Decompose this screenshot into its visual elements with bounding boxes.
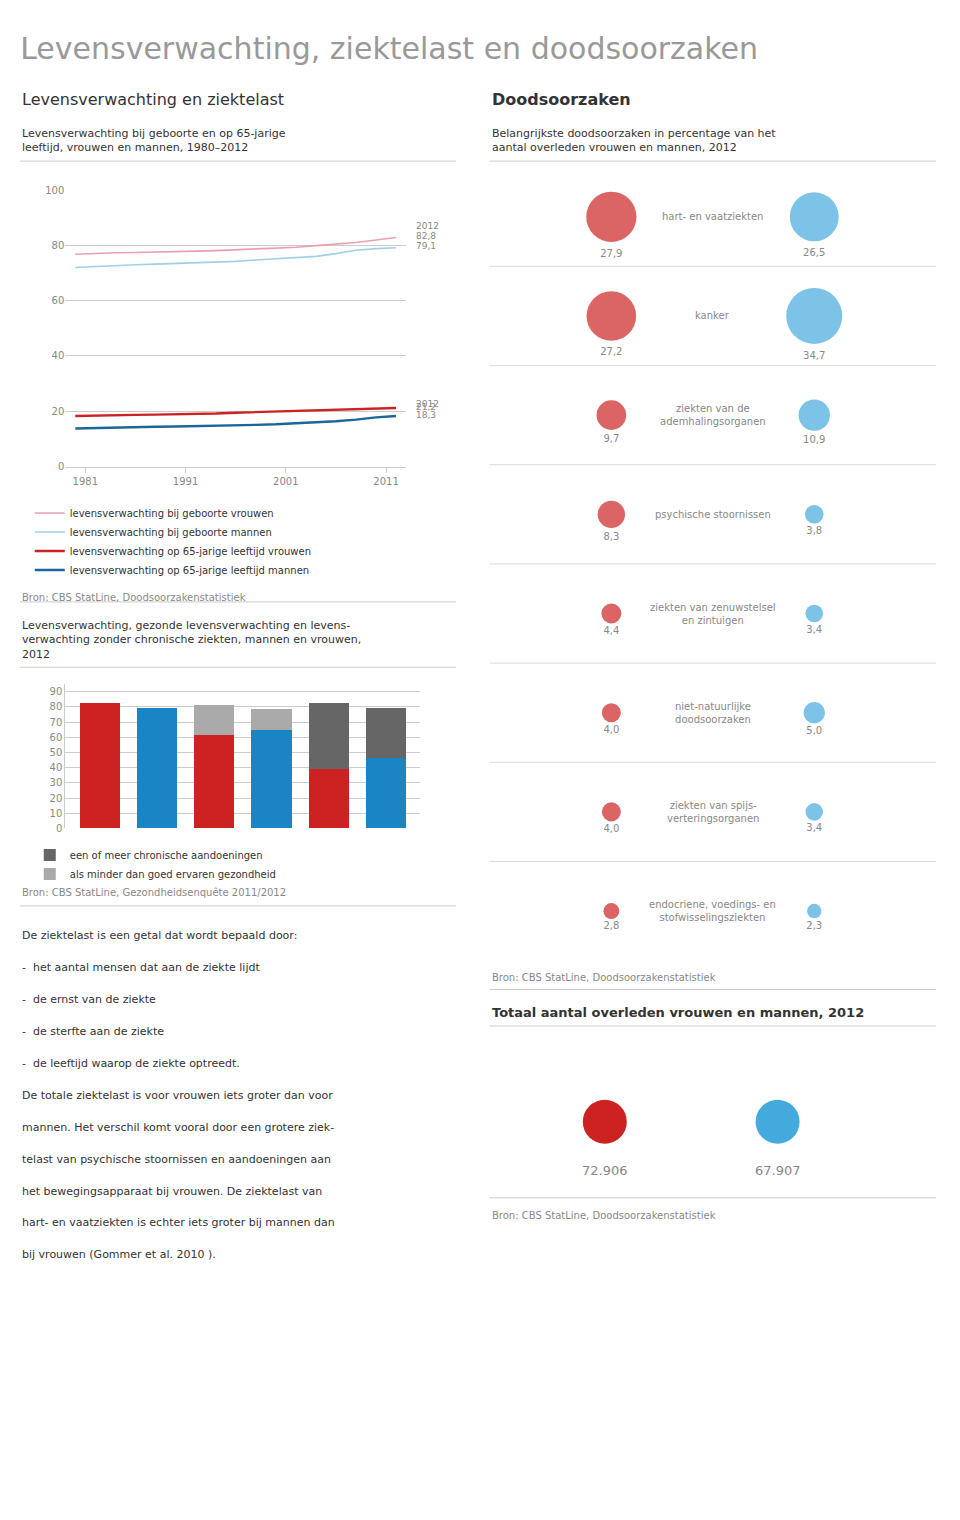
svg-text:30: 30 xyxy=(50,777,63,788)
svg-text:20: 20 xyxy=(50,793,63,804)
svg-text:67.907: 67.907 xyxy=(755,1163,801,1178)
svg-text:- de leeftijd waarop de ziekt: - de leeftijd waarop de ziekte optreedt. xyxy=(22,1057,240,1070)
svg-text:27,2: 27,2 xyxy=(600,346,622,357)
svg-text:niet-natuurlijkedoodsoorzaken: niet-natuurlijkedoodsoorzaken xyxy=(675,701,751,725)
svg-text:5,0: 5,0 xyxy=(806,725,822,736)
svg-text:20: 20 xyxy=(52,406,65,417)
svg-text:90: 90 xyxy=(50,686,63,697)
svg-text:10: 10 xyxy=(50,808,63,819)
svg-text:mannen. Het verschil komt voor: mannen. Het verschil komt vooral door ee… xyxy=(22,1121,334,1134)
svg-text:een of meer chronische aandoen: een of meer chronische aandoeningen xyxy=(70,850,263,861)
svg-text:2,8: 2,8 xyxy=(603,920,619,931)
svg-text:2012: 2012 xyxy=(416,399,439,409)
svg-text:9,7: 9,7 xyxy=(603,433,619,444)
svg-text:Levensverwachting bij geboorte: Levensverwachting bij geboorte en op 65-… xyxy=(22,127,286,154)
svg-text:- de ernst van de ziekte: - de ernst van de ziekte xyxy=(22,993,156,1006)
svg-text:4,0: 4,0 xyxy=(603,724,619,735)
svg-text:10,9: 10,9 xyxy=(803,434,825,445)
svg-text:- het aantal mensen dat aan d: - het aantal mensen dat aan de ziekte li… xyxy=(22,961,260,974)
svg-text:Bron: CBS StatLine, Gezondheid: Bron: CBS StatLine, Gezondheidsenquête 2… xyxy=(22,887,286,898)
svg-text:levensverwachting bij geboorte: levensverwachting bij geboorte mannen xyxy=(70,527,272,538)
svg-text:34,7: 34,7 xyxy=(803,350,825,361)
svg-text:Bron: CBS StatLine, Doodsoorza: Bron: CBS StatLine, Doodsoorzakenstatist… xyxy=(492,1210,716,1221)
svg-text:Levensverwachting en ziektelas: Levensverwachting en ziektelast xyxy=(22,90,284,109)
svg-text:70: 70 xyxy=(50,717,63,728)
svg-text:3,4: 3,4 xyxy=(806,624,822,635)
svg-text:levensverwachting op 65-jarige: levensverwachting op 65-jarige leeftijd … xyxy=(70,565,309,576)
svg-text:27,9: 27,9 xyxy=(600,248,622,259)
svg-text:4,4: 4,4 xyxy=(603,625,619,636)
svg-text:Belangrijkste doodsoorzaken in: Belangrijkste doodsoorzaken in percentag… xyxy=(492,127,776,154)
svg-text:82,8: 82,8 xyxy=(416,231,436,241)
svg-text:4,0: 4,0 xyxy=(603,823,619,834)
svg-text:Bron: CBS StatLine, Doodsoorza: Bron: CBS StatLine, Doodsoorzakenstatist… xyxy=(492,972,716,983)
svg-text:8,3: 8,3 xyxy=(603,531,619,542)
svg-text:0: 0 xyxy=(58,461,64,472)
svg-text:kanker: kanker xyxy=(695,310,730,321)
svg-text:Levensverwachting, ziektelast: Levensverwachting, ziektelast en doodsoo… xyxy=(20,31,758,66)
svg-text:50: 50 xyxy=(50,747,63,758)
svg-text:ziekten van deademhalingsorgan: ziekten van deademhalingsorganen xyxy=(660,403,766,427)
svg-text:1981: 1981 xyxy=(73,476,98,487)
svg-text:Doodsoorzaken: Doodsoorzaken xyxy=(492,90,631,109)
svg-text:De totale ziektelast is voor v: De totale ziektelast is voor vrouwen iet… xyxy=(22,1089,333,1102)
svg-text:De ziektelast is een getal dat: De ziektelast is een getal dat wordt bep… xyxy=(22,929,297,942)
svg-text:40: 40 xyxy=(52,350,65,361)
svg-text:60: 60 xyxy=(50,732,63,743)
svg-text:Levensverwachting, gezonde lev: Levensverwachting, gezonde levensverwach… xyxy=(22,619,361,661)
svg-text:40: 40 xyxy=(50,762,63,773)
svg-text:60: 60 xyxy=(52,295,65,306)
svg-text:26,5: 26,5 xyxy=(803,247,825,258)
svg-text:72.906: 72.906 xyxy=(582,1163,628,1178)
svg-text:Bron: CBS StatLine, Doodsoorza: Bron: CBS StatLine, Doodsoorzakenstatist… xyxy=(22,592,246,603)
svg-text:2011: 2011 xyxy=(373,476,398,487)
svg-text:2001: 2001 xyxy=(273,476,298,487)
svg-text:2012: 2012 xyxy=(416,221,439,231)
svg-text:100: 100 xyxy=(45,185,64,196)
svg-text:bij vrouwen (Gommer et al. 201: bij vrouwen (Gommer et al. 2010 ). xyxy=(22,1248,216,1261)
svg-text:ziekten van spijs-verteringsor: ziekten van spijs-verteringsorganen xyxy=(667,800,759,824)
svg-text:79,1: 79,1 xyxy=(416,241,436,251)
svg-text:telast van psychische stoornis: telast van psychische stoornissen en aan… xyxy=(22,1153,331,1166)
svg-text:hart- en vaatziekten is echter: hart- en vaatziekten is echter iets grot… xyxy=(22,1216,335,1229)
svg-text:80: 80 xyxy=(52,240,65,251)
svg-text:1991: 1991 xyxy=(173,476,198,487)
svg-text:Totaal aantal overleden vrouwe: Totaal aantal overleden vrouwen en manne… xyxy=(492,1005,864,1020)
svg-text:levensverwachting bij geboorte: levensverwachting bij geboorte vrouwen xyxy=(70,508,274,519)
svg-text:21,2: 21,2 xyxy=(416,402,436,412)
svg-text:3,4: 3,4 xyxy=(806,822,822,833)
svg-text:als minder dan goed ervaren ge: als minder dan goed ervaren gezondheid xyxy=(70,869,276,880)
svg-text:psychische stoornissen: psychische stoornissen xyxy=(655,509,771,520)
svg-text:ziekten van zenuwstelselen zin: ziekten van zenuwstelselen zintuigen xyxy=(650,602,776,626)
svg-text:- de sterfte aan de ziekte: - de sterfte aan de ziekte xyxy=(22,1025,164,1038)
svg-text:levensverwachting op 65-jarige: levensverwachting op 65-jarige leeftijd … xyxy=(70,546,311,557)
svg-text:2,3: 2,3 xyxy=(806,920,822,931)
svg-text:het bewegingsapparaat bij vrou: het bewegingsapparaat bij vrouwen. De zi… xyxy=(22,1185,322,1198)
svg-text:18,3: 18,3 xyxy=(416,410,436,420)
svg-text:3,8: 3,8 xyxy=(806,525,822,536)
svg-text:endocriene, voedings- enstofwi: endocriene, voedings- enstofwisselingszi… xyxy=(649,899,776,923)
svg-text:0: 0 xyxy=(56,823,62,834)
svg-text:80: 80 xyxy=(50,701,63,712)
svg-text:hart- en vaatziekten: hart- en vaatziekten xyxy=(662,211,763,222)
